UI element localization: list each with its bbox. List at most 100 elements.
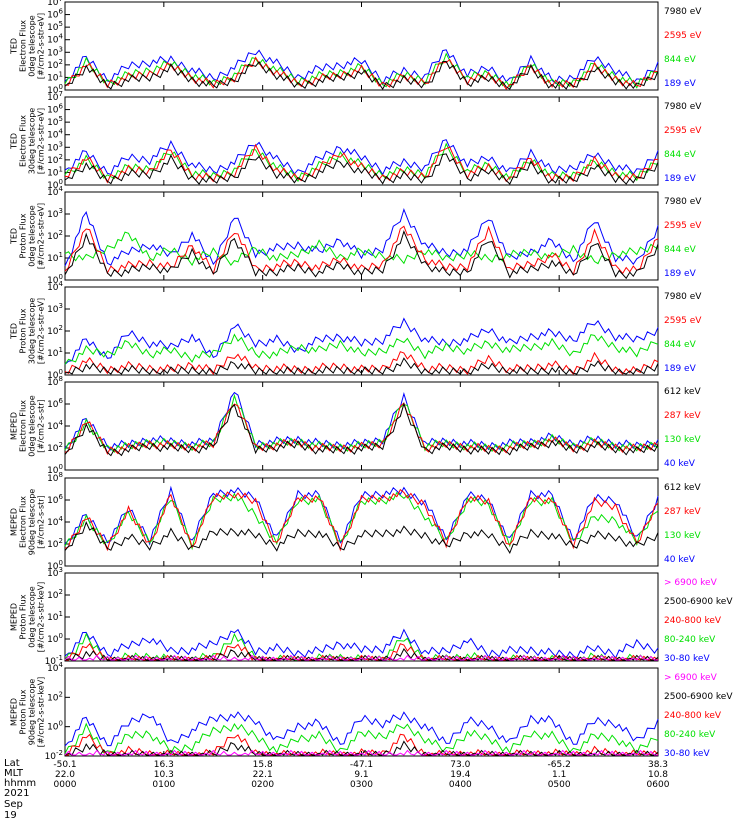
legend-entry: 130 keV [664, 435, 701, 445]
panel-frame [64, 381, 659, 471]
x-axis-value: 15.8 [253, 760, 273, 770]
y-tick-label: 102 [47, 537, 63, 550]
x-axis-value: 0000 [54, 780, 77, 790]
x-axis-value: 73.0 [450, 760, 470, 770]
series-line [64, 402, 659, 455]
x-axis-value: 0400 [449, 780, 472, 790]
y-tick-label: 102 [47, 229, 63, 242]
y-axis-label: [#/cm2-s-str-eV] [37, 13, 46, 79]
series-line [64, 402, 659, 457]
panel-frame [64, 572, 659, 662]
legend-entry: 80-240 keV [664, 730, 716, 740]
series-line [64, 49, 659, 86]
legend-entry: 80-240 keV [664, 635, 716, 645]
y-axis-label: 0deg telescope [28, 586, 37, 647]
legend-entry: 40 keV [664, 459, 696, 469]
series-line [64, 648, 659, 661]
y-tick-label: 100 [47, 178, 63, 191]
x-axis-value: 0200 [251, 780, 274, 790]
legend-entry: 7980 eV [664, 292, 702, 302]
legend-entry: 2500-6900 keV [664, 692, 733, 702]
hhmm-row-label: hhmm [4, 778, 37, 789]
legend-entry: 7980 eV [664, 102, 702, 112]
lat-row-label: Lat [4, 758, 20, 769]
y-tick-label: 103 [47, 140, 63, 153]
x-axis-value: 10.3 [154, 770, 174, 780]
y-tick-label: 102 [47, 441, 63, 454]
y-axis-label: [#/cm2-s-str-eV] [37, 203, 46, 269]
panel-frame [64, 477, 659, 567]
y-axis-label: MEPED [10, 603, 19, 631]
legend-entry: 30-80 keV [664, 749, 710, 759]
y-tick-label: 100 [47, 720, 63, 733]
y-tick-label: 101 [47, 165, 63, 178]
y-tick-label: 100 [47, 463, 63, 476]
y-axis-label: TED [10, 228, 19, 245]
legend-entry: 612 keV [664, 483, 701, 493]
series-line [64, 749, 658, 756]
y-axis-label: 30deg telescope [28, 108, 37, 175]
series-line [64, 722, 659, 755]
legend-entry: 240-800 keV [664, 711, 722, 721]
panel-frame [64, 286, 659, 376]
y-tick-label: 103 [47, 207, 63, 220]
y-axis-label: Electron Flux [19, 20, 28, 72]
y-tick-label: 103 [47, 566, 63, 579]
y-tick-label: 105 [47, 20, 63, 33]
y-tick-label: 107 [47, 90, 63, 103]
y-tick-label: 102 [47, 153, 63, 166]
y-tick-label: 103 [47, 302, 63, 315]
y-tick-label: 108 [47, 375, 63, 388]
x-axis-value: 9.1 [354, 770, 368, 780]
legend-entry: 189 eV [664, 269, 697, 279]
y-tick-label: 100 [47, 632, 63, 645]
y-axis-label: Proton Flux [19, 213, 28, 258]
y-tick-label: 100 [47, 83, 63, 96]
y-axis-label: [#/cm2-s-str] [37, 495, 46, 548]
y-tick-label: 102 [47, 324, 63, 337]
series-line [64, 391, 659, 451]
legend-entry: 189 eV [664, 174, 697, 184]
y-axis-label: TED [10, 38, 19, 55]
panel-frame [64, 667, 659, 757]
series-line [64, 231, 659, 267]
x-axis-value: 22.1 [253, 770, 273, 780]
y-axis-label: MEPED [10, 508, 19, 536]
x-axis-value: 19.4 [450, 770, 470, 780]
y-tick-label: 108 [47, 471, 63, 484]
series-line [64, 333, 659, 365]
legend-entry: 2595 eV [664, 221, 702, 231]
series-line [64, 143, 659, 184]
y-axis-label: Electron Flux [19, 496, 28, 548]
y-tick-label: 102 [47, 58, 63, 71]
y-axis-label: [#/cm2-s-str-keV] [37, 582, 46, 653]
legend-entry: 189 eV [664, 364, 697, 374]
legend-entry: 2595 eV [664, 126, 702, 136]
x-axis-value: 16.3 [154, 760, 174, 770]
series-line [64, 654, 658, 661]
y-tick-label: 104 [47, 419, 63, 432]
y-tick-label: 105 [47, 115, 63, 128]
y-axis-label: [#/cm2-s-str] [37, 399, 46, 452]
series-line [64, 153, 659, 185]
legend-entry: 30-80 keV [664, 654, 710, 664]
series-line [64, 491, 659, 551]
y-tick-label: 106 [47, 493, 63, 506]
x-axis-value: 0500 [548, 780, 571, 790]
y-tick-label: 100 [47, 273, 63, 286]
y-axis-label: Proton Flux [19, 594, 28, 639]
y-tick-label: 104 [47, 661, 63, 674]
y-axis-label: Proton Flux [19, 308, 28, 353]
legend-entry: 40 keV [664, 555, 696, 565]
y-tick-label: 102 [47, 588, 63, 601]
y-tick-label: 106 [47, 397, 63, 410]
y-axis-label: MEPED [10, 412, 19, 440]
series-line [64, 711, 659, 747]
x-axis-value: 38.3 [648, 760, 668, 770]
y-tick-label: 104 [47, 185, 63, 198]
x-axis-value: -47.1 [350, 760, 373, 770]
series-line [64, 207, 659, 267]
y-tick-label: 101 [47, 251, 63, 264]
y-tick-label: 10-1 [45, 654, 63, 667]
y-axis-label: 0deg telescope [28, 15, 37, 76]
